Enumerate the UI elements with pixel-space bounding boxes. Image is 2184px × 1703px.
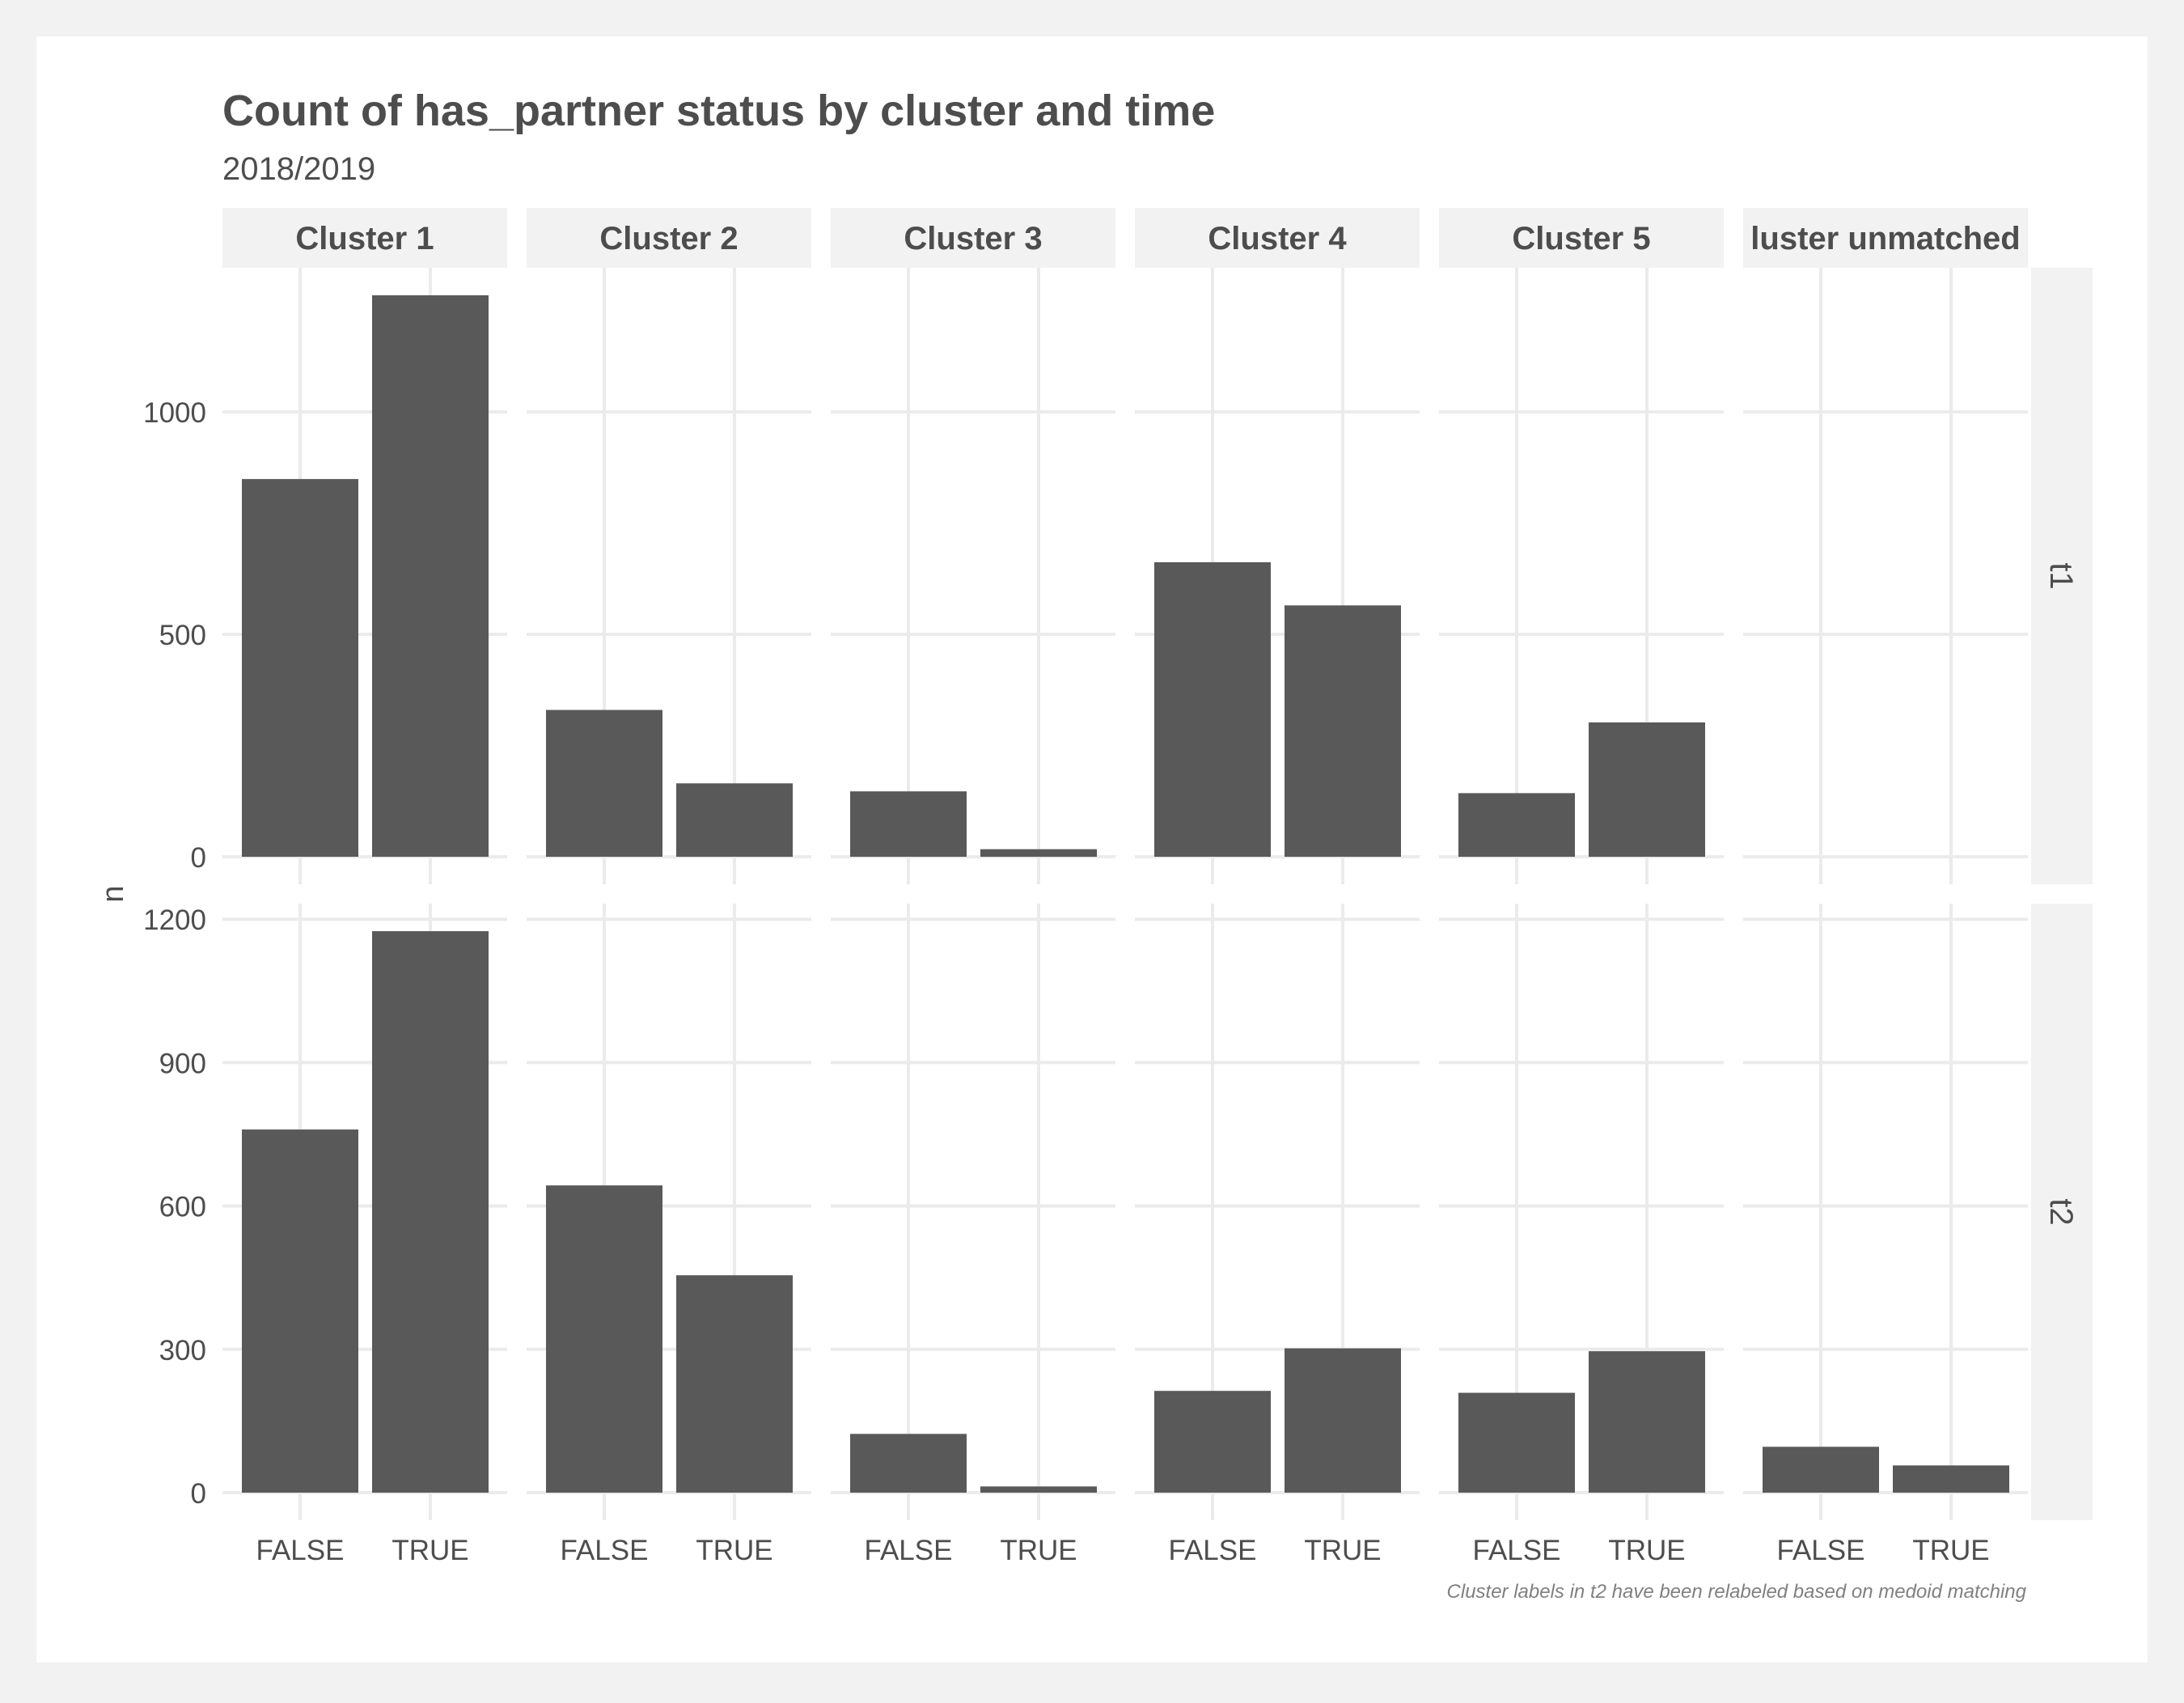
bar-t2-1-false bbox=[242, 1129, 358, 1493]
bar-t1-3-true bbox=[980, 849, 1097, 857]
facet-strip-label: Cluster 4 bbox=[1208, 221, 1347, 256]
bar-t2-5-false bbox=[1458, 1392, 1575, 1493]
x-tick-label: FALSE bbox=[865, 1535, 953, 1566]
y-tick-label: 0 bbox=[191, 1478, 206, 1510]
x-tick-label: TRUE bbox=[1912, 1535, 1989, 1566]
facet-grid: Cluster 1 Cluster 2 Cluster 3 Cluster 4 Clus… bbox=[143, 208, 2093, 1566]
y-tick-label: 600 bbox=[159, 1192, 206, 1223]
bar-t2-2-false bbox=[546, 1185, 662, 1493]
facet-strip-5 bbox=[1439, 208, 1724, 268]
facet-strip-label: Cluster 3 bbox=[904, 221, 1042, 256]
facet-row-strip-label: t1 bbox=[2043, 562, 2079, 589]
bar-t2-1-true bbox=[372, 931, 489, 1493]
x-tick-label: TRUE bbox=[1608, 1535, 1685, 1566]
facet-row-strip-label: t2 bbox=[2043, 1198, 2079, 1225]
bar-t2-4-true bbox=[1285, 1348, 1401, 1493]
facet-strip-6 bbox=[1743, 208, 2028, 268]
facet-strip-1 bbox=[222, 208, 507, 268]
facet-strip-label: Cluster 5 bbox=[1512, 221, 1650, 256]
chart-subtitle: 2018/2019 bbox=[222, 151, 375, 187]
facet-strip-3 bbox=[831, 208, 1115, 268]
bar-t1-4-false bbox=[1154, 561, 1271, 857]
facet-strip-label: Cluster 2 bbox=[599, 221, 738, 256]
x-tick-label: FALSE bbox=[256, 1535, 345, 1566]
x-tick-label: TRUE bbox=[1000, 1535, 1077, 1566]
bar-t2-2-true bbox=[676, 1275, 793, 1493]
facet-row-strip-t1 bbox=[2031, 268, 2093, 884]
chart-title: Count of has_partner status by cluster a… bbox=[222, 87, 1215, 135]
bar-t1-1-true bbox=[372, 295, 489, 857]
chart-caption: Cluster labels in t2 have been relabeled… bbox=[1447, 1581, 2027, 1603]
x-tick-label: FALSE bbox=[561, 1535, 649, 1566]
bar-t2-6-true bbox=[1893, 1465, 2009, 1493]
facet-strip-2 bbox=[527, 208, 811, 268]
facet-row-strip-t2 bbox=[2031, 904, 2093, 1520]
bar-t1-2-false bbox=[546, 710, 662, 857]
bar-t2-4-false bbox=[1154, 1391, 1271, 1493]
bar-t1-5-true bbox=[1589, 722, 1705, 857]
bar-t1-5-false bbox=[1458, 793, 1575, 857]
facet-strip-label: luster unmatched bbox=[1750, 221, 2020, 256]
bar-t2-6-false bbox=[1763, 1447, 1879, 1493]
x-tick-label: FALSE bbox=[1777, 1535, 1865, 1566]
x-tick-label: FALSE bbox=[1169, 1535, 1257, 1566]
facet-strip-label: Cluster 1 bbox=[295, 221, 434, 256]
y-tick-label: 1200 bbox=[143, 904, 206, 936]
bar-t1-3-false bbox=[850, 791, 967, 857]
y-axis-label: n bbox=[96, 885, 130, 902]
bar-t1-2-true bbox=[676, 783, 793, 857]
x-tick-label: TRUE bbox=[392, 1535, 468, 1566]
y-tick-label: 900 bbox=[159, 1048, 206, 1079]
x-tick-label: TRUE bbox=[696, 1535, 772, 1566]
y-tick-label: 0 bbox=[191, 842, 206, 874]
bar-t2-5-true bbox=[1589, 1351, 1705, 1493]
x-tick-label: TRUE bbox=[1304, 1535, 1381, 1566]
bar-t1-4-true bbox=[1285, 605, 1401, 857]
x-tick-label: FALSE bbox=[1473, 1535, 1561, 1566]
bar-t2-3-true bbox=[980, 1486, 1097, 1493]
y-tick-label: 300 bbox=[159, 1335, 206, 1366]
facet-strip-4 bbox=[1135, 208, 1420, 268]
bar-t1-1-false bbox=[242, 479, 358, 857]
bar-t2-3-false bbox=[850, 1434, 967, 1493]
y-tick-label: 1000 bbox=[143, 397, 206, 429]
y-tick-label: 500 bbox=[159, 620, 206, 651]
